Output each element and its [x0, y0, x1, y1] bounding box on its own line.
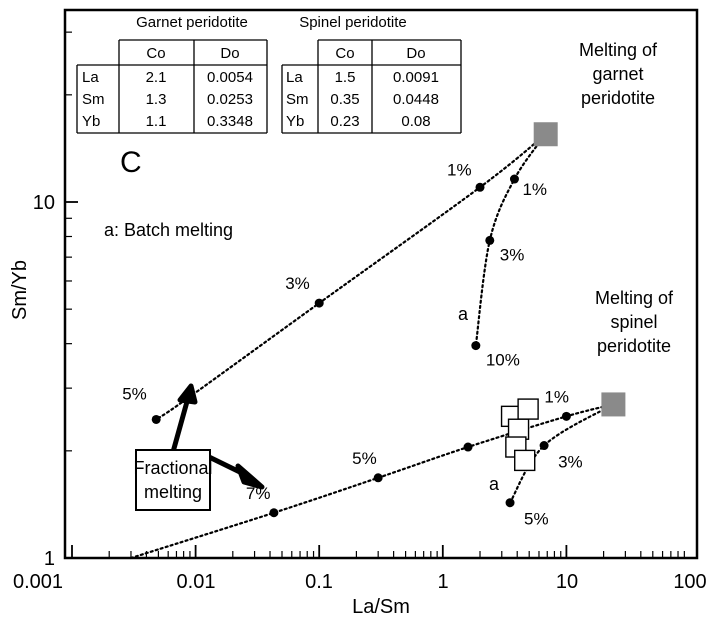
- table-spinel-peridotite: Spinel peridotite Co Do La 1.5 0.0091 Sm…: [281, 14, 462, 134]
- curve-point: [471, 341, 481, 351]
- curve-point: [373, 473, 383, 483]
- table-title: Garnet peridotite: [136, 14, 248, 31]
- source-label-line: peridotite: [597, 336, 671, 356]
- source-marker: [533, 122, 558, 147]
- plot-frame: [63, 8, 699, 560]
- table-header: Co: [146, 45, 165, 62]
- x-tick-label: 10: [556, 571, 578, 593]
- table-do: 0.0448: [393, 91, 439, 108]
- table-header: Co: [335, 45, 354, 62]
- table-co: 0.35: [330, 91, 359, 108]
- table-element: La: [82, 69, 99, 86]
- table-grid: [281, 39, 462, 134]
- open-square-markers: [500, 398, 539, 472]
- point-label: 1%: [544, 387, 569, 406]
- open-square-marker: [507, 418, 530, 440]
- curve-label-a: a: [489, 474, 500, 494]
- fractional-melting-annotation: Fractional melting: [133, 383, 265, 511]
- source-marker: [601, 392, 626, 417]
- table-do: 0.0253: [207, 91, 253, 108]
- curve-label-a: a: [458, 304, 469, 324]
- arrow-right-icon: [203, 452, 265, 490]
- table-element: Yb: [286, 113, 304, 130]
- open-square-marker: [517, 398, 539, 420]
- source-label-line: peridotite: [581, 88, 655, 108]
- table-co: 2.1: [146, 69, 167, 86]
- table-header: Do: [220, 45, 239, 62]
- curve-garnet-batch: [474, 133, 547, 347]
- curve-point: [269, 508, 279, 518]
- source-label-line: spinel: [610, 312, 657, 332]
- source-markers: [533, 122, 626, 417]
- point-label: 10%: [486, 351, 520, 370]
- table-co: 1.1: [146, 113, 167, 130]
- table-do: 0.0054: [207, 69, 253, 86]
- point-label: 5%: [352, 449, 377, 468]
- table-garnet-peridotite: Garnet peridotite Co Do La 2.1 0.0054 Sm…: [76, 14, 268, 134]
- x-tick-label: 0.001: [13, 571, 63, 593]
- point-label: 3%: [558, 453, 583, 472]
- axis-ticks: [65, 31, 685, 559]
- point-label: 3%: [500, 245, 525, 264]
- x-tick-labels: 0.001 0.01 0.1 1 10 100: [13, 571, 707, 593]
- table-co: 0.23: [330, 113, 359, 130]
- y-tick-label: 10: [33, 192, 55, 214]
- source-label-line: garnet: [592, 64, 643, 84]
- table-title: Spinel peridotite: [299, 14, 407, 31]
- point-label: 7%: [246, 484, 271, 503]
- annotation-line: melting: [144, 482, 202, 502]
- curve-point: [475, 182, 485, 192]
- source-label-spinel: Melting of spinel peridotite: [595, 288, 674, 356]
- source-label-line: Melting of: [595, 288, 674, 308]
- curve-points: [151, 174, 571, 518]
- point-label: 5%: [524, 510, 549, 529]
- open-square-marker: [514, 449, 536, 472]
- x-axis-label: La/Sm: [352, 596, 410, 618]
- point-label: 1%: [447, 160, 472, 179]
- y-axis-label: Sm/Yb: [9, 260, 31, 320]
- curve-point: [505, 498, 515, 508]
- point-labels: 1% 3% 5% 1% 3% 10% 1% 5% 7% 3% 5%: [122, 160, 582, 528]
- point-label: 1%: [522, 180, 547, 199]
- source-label-line: Melting of: [579, 40, 658, 60]
- curve-point: [314, 298, 324, 308]
- table-do: 0.0091: [393, 69, 439, 86]
- table-element: Yb: [82, 113, 100, 130]
- x-tick-label: 0.01: [177, 571, 216, 593]
- curve-point: [509, 174, 519, 184]
- table-co: 1.3: [146, 91, 167, 108]
- table-do: 0.3348: [207, 113, 253, 130]
- x-tick-label: 1: [437, 571, 448, 593]
- table-element: Sm: [82, 91, 105, 108]
- x-tick-label: 0.1: [305, 571, 333, 593]
- curve-point: [485, 235, 495, 245]
- source-label-garnet: Melting of garnet peridotite: [579, 40, 658, 108]
- point-label: 5%: [122, 384, 147, 403]
- curve-point: [539, 441, 549, 451]
- curve-point: [561, 411, 571, 421]
- y-tick-labels: 1 10: [33, 192, 55, 570]
- curve-point: [151, 414, 161, 424]
- table-element: Sm: [286, 91, 309, 108]
- batch-melting-label: a: Batch melting: [104, 220, 233, 240]
- annotation-box: [135, 449, 211, 511]
- arrow-up-icon: [170, 383, 198, 453]
- y-tick-label: 1: [44, 548, 55, 570]
- table-header: Do: [406, 45, 425, 62]
- x-tick-label: 100: [673, 571, 706, 593]
- table-element: La: [286, 69, 303, 86]
- point-label: 3%: [285, 274, 310, 293]
- table-co: 1.5: [335, 69, 356, 86]
- panel-letter: C: [120, 146, 142, 179]
- curve-point: [463, 442, 473, 452]
- table-do: 0.08: [401, 113, 430, 130]
- table-grid: [76, 39, 268, 134]
- annotation-line: Fractional: [133, 458, 212, 478]
- curve-garnet-fractional: [155, 133, 547, 421]
